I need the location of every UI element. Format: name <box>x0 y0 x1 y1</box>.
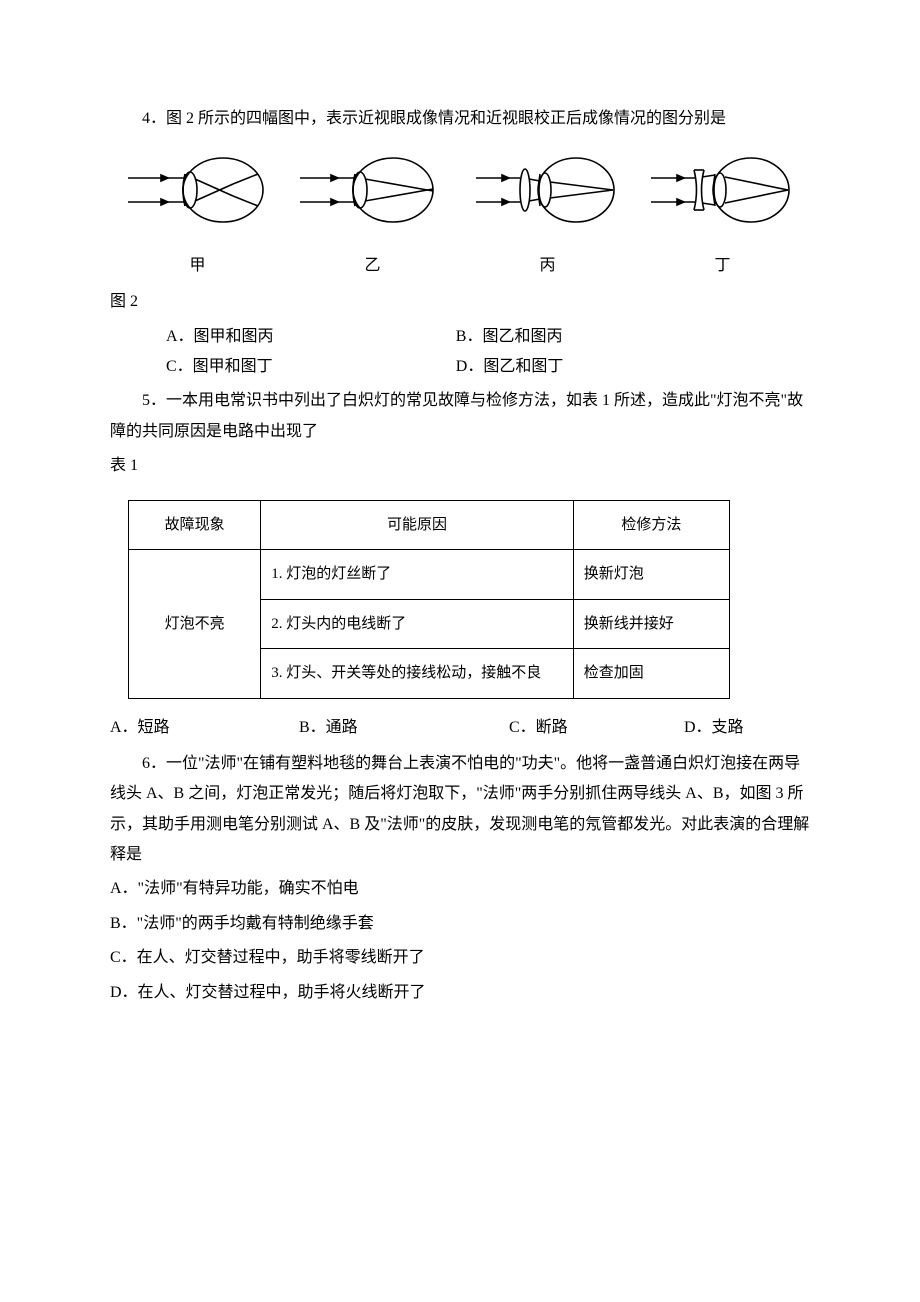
eye-diagram-jia: 甲 <box>123 148 273 281</box>
table-phenomenon-cell: 灯泡不亮 <box>129 550 261 699</box>
eye-svg-jia <box>123 148 273 233</box>
table-cause-cell: 3. 灯头、开关等处的接线松动，接触不良 <box>261 649 574 699</box>
q6-number: 6． <box>142 755 166 772</box>
eye-label-ding: 丁 <box>648 251 798 281</box>
q5-option-d: D．支路 <box>684 713 810 743</box>
q6-option-d: D．在人、灯交替过程中，助手将火线断开了 <box>110 978 810 1008</box>
q6-stem: 6．一位"法师"在铺有塑料地毯的舞台上表演不怕电的"功夫"。他将一盏普通白炽灯泡… <box>110 749 810 871</box>
table-fix-cell: 检查加固 <box>573 649 729 699</box>
q5-table-label: 表 1 <box>110 451 810 481</box>
q5-text: 一本用电常识书中列出了白炽灯的常见故障与检修方法，如表 1 所述，造成此"灯泡不… <box>110 392 803 439</box>
q5-option-b: B．通路 <box>299 713 509 743</box>
q4-number: 4． <box>142 110 166 127</box>
table-cause-cell: 2. 灯头内的电线断了 <box>261 599 574 649</box>
table-cause-cell: 1. 灯泡的灯丝断了 <box>261 550 574 600</box>
q5-table: 故障现象 可能原因 检修方法 灯泡不亮 1. 灯泡的灯丝断了 换新灯泡 2. 灯… <box>128 500 730 699</box>
q6-option-b: B．"法师"的两手均戴有特制绝缘手套 <box>110 909 810 939</box>
table-fix-cell: 换新灯泡 <box>573 550 729 600</box>
eye-label-jia: 甲 <box>123 251 273 281</box>
q6-option-a: A．"法师"有特异功能，确实不怕电 <box>110 874 810 904</box>
table-row: 灯泡不亮 1. 灯泡的灯丝断了 换新灯泡 <box>129 550 730 600</box>
table-header-cause: 可能原因 <box>261 500 574 550</box>
q4-stem: 4．图 2 所示的四幅图中，表示近视眼成像情况和近视眼校正后成像情况的图分别是 <box>110 104 810 134</box>
q5-number: 5． <box>142 392 166 409</box>
q4-figure-label: 图 2 <box>110 287 810 317</box>
eye-svg-bing <box>473 148 623 233</box>
eye-svg-ding <box>648 148 798 233</box>
q4-diagrams: 甲 乙 <box>110 148 810 281</box>
eye-label-yi: 乙 <box>298 251 448 281</box>
eye-diagram-yi: 乙 <box>298 148 448 281</box>
q4-option-d: D．图乙和图丁 <box>456 352 746 382</box>
q4-option-c: C．图甲和图丁 <box>166 352 456 382</box>
q6-text: 一位"法师"在铺有塑料地毯的舞台上表演不怕电的"功夫"。他将一盏普通白炽灯泡接在… <box>110 755 809 863</box>
eye-diagram-ding: 丁 <box>648 148 798 281</box>
q5-option-a: A．短路 <box>110 713 299 743</box>
table-header-phenomenon: 故障现象 <box>129 500 261 550</box>
q5-option-c: C．断路 <box>509 713 684 743</box>
q4-option-b: B．图乙和图丙 <box>456 322 746 352</box>
eye-svg-yi <box>298 148 448 233</box>
q6-option-c: C．在人、灯交替过程中，助手将零线断开了 <box>110 943 810 973</box>
eye-label-bing: 丙 <box>473 251 623 281</box>
table-header-fix: 检修方法 <box>573 500 729 550</box>
table-header-row: 故障现象 可能原因 检修方法 <box>129 500 730 550</box>
q4-options-row2: C．图甲和图丁 D．图乙和图丁 <box>166 352 810 382</box>
q4-option-a: A．图甲和图丙 <box>166 322 456 352</box>
q5-options: A．短路 B．通路 C．断路 D．支路 <box>110 713 810 743</box>
q4-options-row1: A．图甲和图丙 B．图乙和图丙 <box>166 322 810 352</box>
eye-diagram-bing: 丙 <box>473 148 623 281</box>
table-fix-cell: 换新线并接好 <box>573 599 729 649</box>
q4-text: 图 2 所示的四幅图中，表示近视眼成像情况和近视眼校正后成像情况的图分别是 <box>166 110 726 127</box>
q5-stem: 5．一本用电常识书中列出了白炽灯的常见故障与检修方法，如表 1 所述，造成此"灯… <box>110 386 810 447</box>
